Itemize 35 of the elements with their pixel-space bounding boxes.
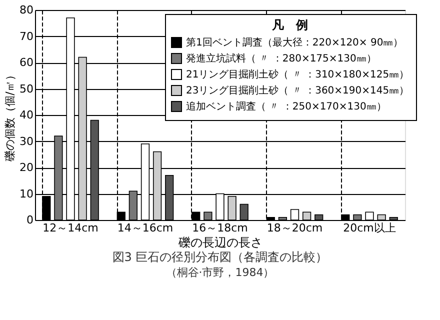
legend-label: 第1回ベント調査（最大径：220×120× 90㎜） (186, 36, 404, 48)
legend-title: 凡 例 (271, 18, 308, 32)
y-tick-label: 40 (20, 108, 34, 122)
bar (314, 214, 324, 220)
bar (204, 212, 212, 220)
bar (278, 216, 288, 220)
y-tick-label: 10 (20, 187, 34, 200)
y-tick-label: 30 (20, 134, 34, 148)
bar (341, 214, 350, 220)
y-tick-label: 20 (20, 161, 34, 174)
legend-label: 23リング目掘削土砂（ 〃 ：360×190×145㎜） (186, 84, 410, 96)
x-tick-label: 18～20cm (266, 222, 323, 234)
text: （桐谷·市野，1984） (166, 266, 274, 279)
x-axis-title: 礫の長辺の長さ (178, 236, 262, 250)
bar (302, 212, 312, 220)
y-tick-label: 70 (20, 30, 34, 43)
bar (389, 216, 398, 220)
y-tick-label: 0 (26, 214, 34, 226)
y-axis-title: 礫の個数（個/㎡） (4, 70, 17, 162)
bar (365, 212, 374, 220)
y-tick-label: 80 (20, 4, 34, 16)
text: 図3 巨石の径別分布図（各調査の比較） (112, 250, 328, 264)
legend-label: 21リング目掘削土砂（ 〃 ：310×180×125㎜） (186, 68, 410, 80)
bar (240, 204, 248, 220)
x-tick-label: 20cm以上 (343, 222, 396, 234)
y-tick-label: 50 (20, 82, 34, 96)
x-tick-label: 14～16cm (117, 222, 174, 234)
y-tick-label: 60 (20, 56, 34, 69)
legend-label: 追加ベント調査（ 〃 ：250×170×130㎜） (186, 100, 386, 112)
bar (377, 214, 386, 220)
bar (353, 214, 362, 220)
legend-label: 発進立坑試料（ 〃 ：280×175×130㎜） (186, 52, 376, 64)
x-tick-label: 12～14cm (42, 222, 98, 234)
bar (290, 209, 300, 220)
x-tick-label: 16～18cm (192, 222, 248, 234)
